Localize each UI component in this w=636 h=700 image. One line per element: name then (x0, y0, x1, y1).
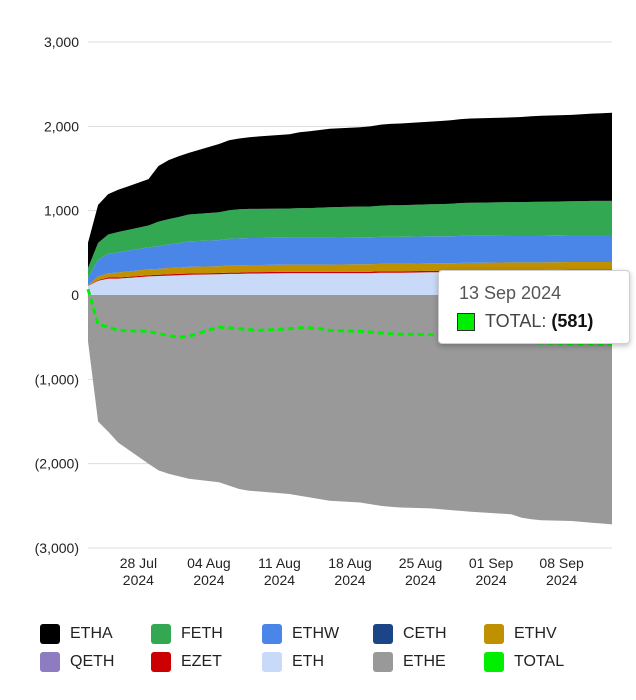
legend-label: ETHA (70, 625, 113, 642)
y-tick-label: (3,000) (35, 540, 79, 556)
area-series-etha (88, 112, 612, 268)
stacked-area-chart: 3,000 2,000 1,000 0 (1,000) (2,000) (3,000) 28… (35, 34, 613, 588)
area-series-ethw (88, 235, 612, 285)
legend-row: ETHA FETH ETHW CETH ETHV (40, 620, 620, 648)
x-tick-label: 04 Aug (187, 555, 231, 571)
x-tick-label: 2024 (334, 572, 365, 588)
hover-tooltip: 13 Sep 2024 TOTAL: (581) (438, 270, 630, 344)
legend-item-eth[interactable]: ETH (262, 652, 373, 672)
legend-label: TOTAL (514, 653, 565, 670)
y-tick-label: (1,000) (35, 371, 79, 387)
legend-item-ethv[interactable]: ETHV (484, 624, 595, 644)
legend-item-feth[interactable]: FETH (151, 624, 262, 644)
legend: ETHA FETH ETHW CETH ETHV QETH EZET ETH ETHE TOTAL (40, 620, 620, 676)
legend-swatch (262, 624, 282, 644)
tooltip-value: (581) (551, 311, 594, 331)
y-axis-ticks: 3,000 2,000 1,000 0 (1,000) (2,000) (3,000) (35, 34, 80, 556)
legend-item-ethe[interactable]: ETHE (373, 652, 484, 672)
legend-item-qeth[interactable]: QETH (40, 652, 151, 672)
x-tick-label: 2024 (475, 572, 506, 588)
area-series-ezet (88, 269, 612, 286)
tooltip-date: 13 Sep 2024 (459, 283, 562, 303)
y-tick-label: 3,000 (44, 34, 79, 50)
x-tick-label: 2024 (405, 572, 436, 588)
legend-item-ethw[interactable]: ETHW (262, 624, 373, 644)
tooltip-colon: : (541, 311, 552, 331)
legend-swatch (373, 624, 393, 644)
legend-label: EZET (181, 653, 222, 670)
legend-swatch (151, 624, 171, 644)
y-tick-label: 0 (71, 287, 79, 303)
area-series-feth (88, 200, 612, 279)
x-tick-label: 2024 (546, 572, 577, 588)
x-tick-label: 2024 (123, 572, 154, 588)
legend-label: ETHE (403, 653, 446, 670)
legend-item-total[interactable]: TOTAL (484, 652, 595, 672)
legend-swatch (40, 624, 60, 644)
x-tick-label: 2024 (193, 572, 224, 588)
x-tick-label: 11 Aug (258, 555, 301, 571)
legend-item-ceth[interactable]: CETH (373, 624, 484, 644)
x-tick-label: 01 Sep (469, 555, 514, 571)
area-series-layer (88, 112, 612, 525)
legend-item-etha[interactable]: ETHA (40, 624, 151, 644)
x-tick-label: 2024 (264, 572, 295, 588)
area-series-ethe (88, 295, 612, 525)
chart-container: 3,000 2,000 1,000 0 (1,000) (2,000) (3,000) 28… (35, 34, 613, 588)
legend-label: FETH (181, 625, 223, 642)
y-tick-label: 2,000 (44, 118, 79, 134)
x-tick-label: 28 Jul (120, 555, 157, 571)
legend-swatch (40, 652, 60, 672)
tooltip-series-name: TOTAL (485, 311, 542, 331)
legend-label: CETH (403, 625, 447, 642)
legend-row: QETH EZET ETH ETHE TOTAL (40, 648, 620, 676)
legend-item-ezet[interactable]: EZET (151, 652, 262, 672)
tooltip-series-row: TOTAL: (581) (457, 311, 593, 332)
legend-swatch (373, 652, 393, 672)
x-tick-label: 18 Aug (328, 555, 372, 571)
area-series-ethv (88, 262, 612, 286)
legend-label: ETHW (292, 625, 340, 642)
tooltip-swatch (457, 312, 475, 331)
legend-label: ETHV (514, 625, 557, 642)
legend-swatch (262, 652, 282, 672)
legend-label: QETH (70, 653, 115, 670)
legend-swatch (484, 624, 504, 644)
legend-label: ETH (292, 653, 324, 670)
legend-swatch (151, 652, 171, 672)
x-tick-label: 08 Sep (539, 555, 584, 571)
y-tick-label: (2,000) (35, 456, 79, 472)
x-tick-label: 25 Aug (399, 555, 443, 571)
y-tick-label: 1,000 (44, 203, 79, 219)
legend-swatch (484, 652, 504, 672)
